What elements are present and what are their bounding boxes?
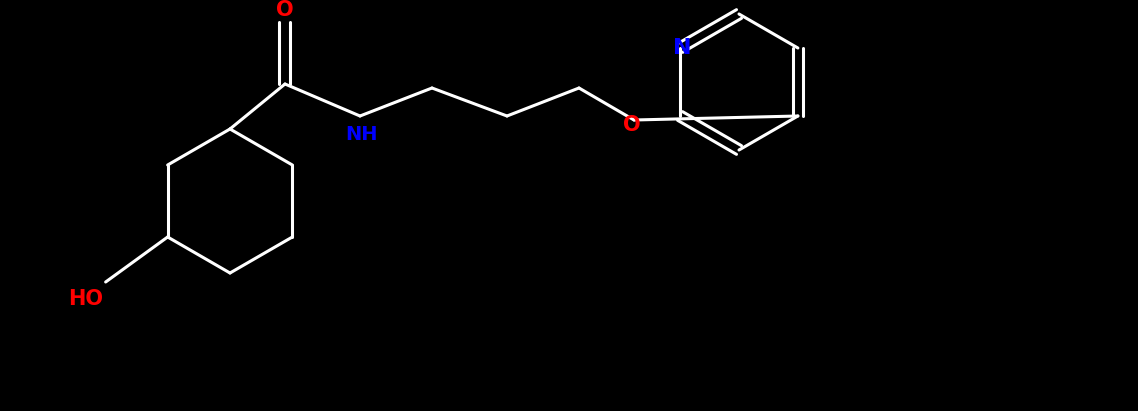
Text: N: N: [673, 38, 692, 58]
Text: NH: NH: [346, 125, 378, 143]
Text: O: O: [624, 115, 641, 135]
Text: HO: HO: [68, 289, 104, 309]
Text: O: O: [277, 0, 294, 20]
